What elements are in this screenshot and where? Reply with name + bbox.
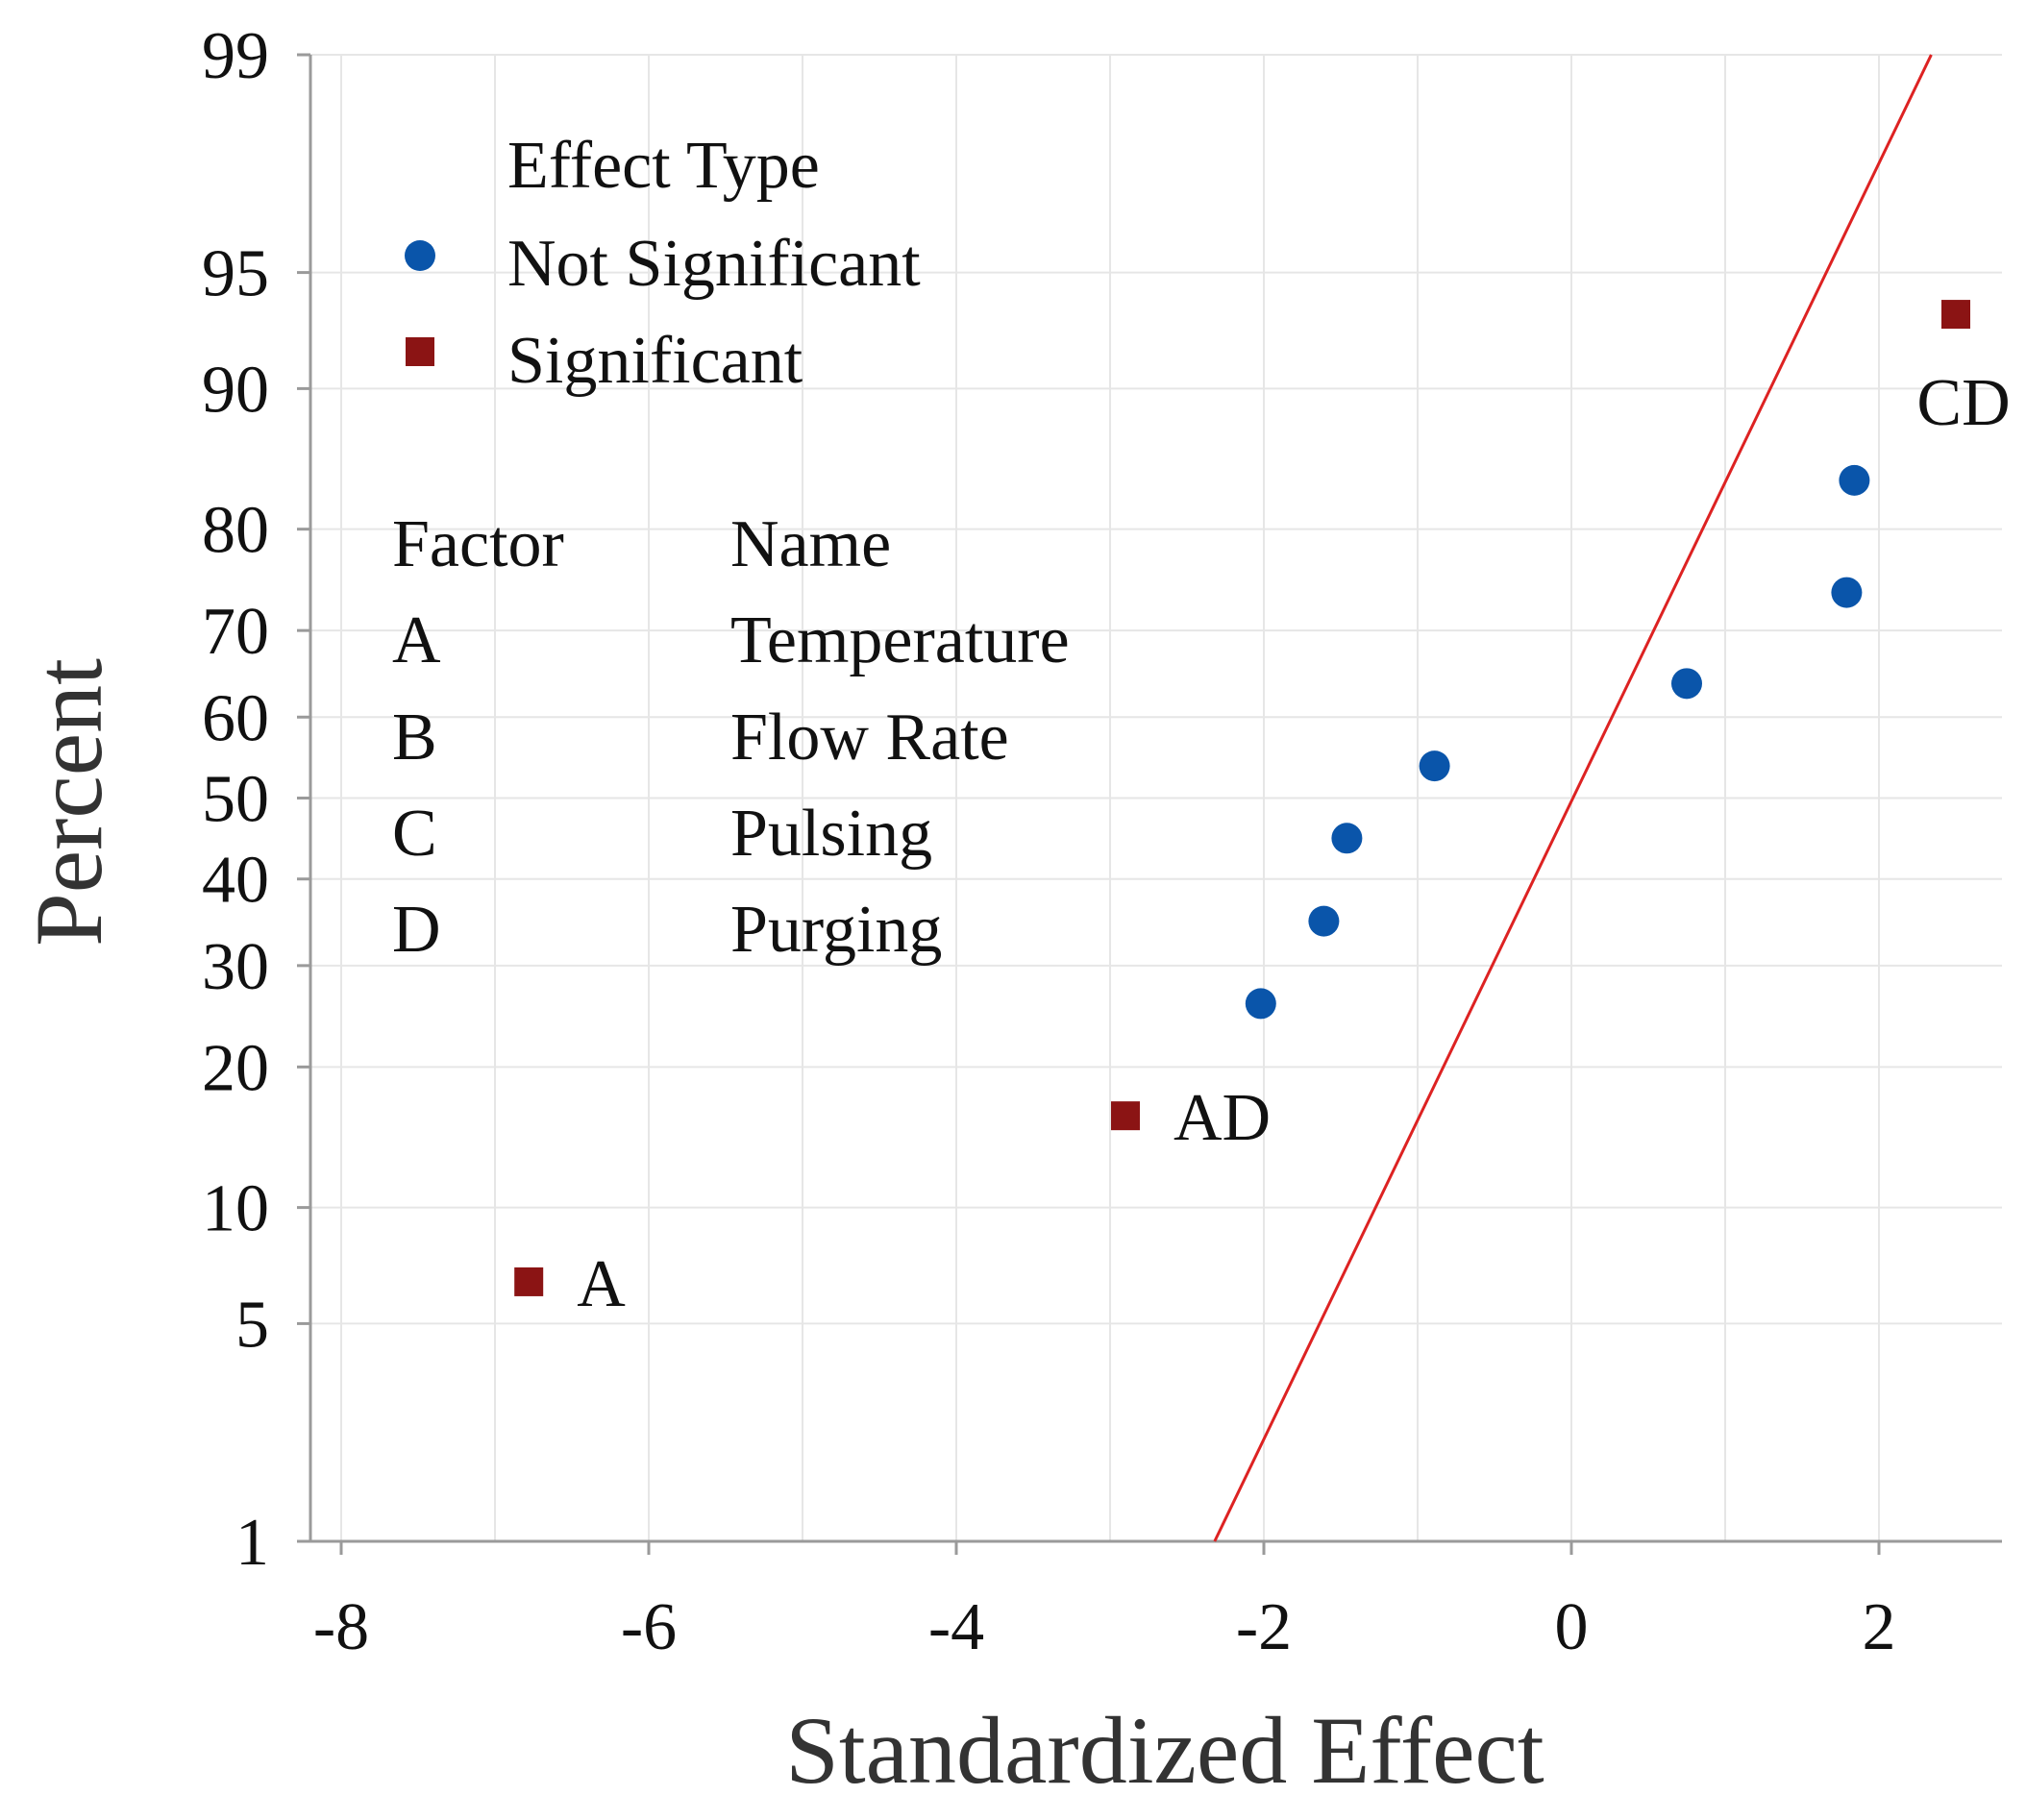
x-tick-label: -6 <box>621 1590 677 1664</box>
factor-c-name: Pulsing <box>730 797 932 871</box>
y-axis-title: Percent <box>15 658 122 947</box>
y-tick-label: 20 <box>202 1031 269 1105</box>
x-tick-label: 0 <box>1555 1590 1589 1664</box>
y-tick-label: 30 <box>202 930 269 1004</box>
factor-d-name: Purging <box>730 893 942 967</box>
data-point-square <box>1941 300 1970 330</box>
data-point-circle <box>1331 823 1363 854</box>
y-tick-label: 10 <box>202 1172 269 1246</box>
point-label: AD <box>1174 1081 1271 1155</box>
legend-title: Effect Type <box>507 129 820 203</box>
data-point-square <box>1111 1101 1140 1131</box>
x-axis-ticks: -8 -6 -4 -2 0 2 <box>313 1541 1896 1664</box>
legend-label-not-significant: Not Significant <box>507 227 921 301</box>
y-tick-label: 90 <box>202 353 269 427</box>
factor-d: D <box>392 893 441 967</box>
x-tick-label: -8 <box>313 1590 369 1664</box>
data-point-circle <box>1308 905 1340 937</box>
y-tick-label: 80 <box>202 494 269 568</box>
factor-header: Factor <box>392 507 564 581</box>
y-tick-label: 60 <box>202 681 269 755</box>
x-tick-label: -2 <box>1236 1590 1292 1664</box>
factor-a: A <box>392 603 441 677</box>
name-header: Name <box>730 507 891 581</box>
reference-line <box>1213 54 1933 1542</box>
x-tick-label: -4 <box>928 1590 984 1664</box>
data-point-circle <box>1831 577 1863 608</box>
y-tick-label: 50 <box>202 763 269 837</box>
x-axis-title: Standardized Effect <box>785 1697 1544 1804</box>
legend-marker-significant <box>406 337 434 366</box>
grid <box>310 54 2002 1542</box>
point-label: A <box>577 1247 626 1321</box>
data-point-circle <box>1419 750 1450 782</box>
data-point-circle <box>1671 668 1702 700</box>
y-tick-label: 99 <box>202 19 269 93</box>
legend-marker-not-significant <box>405 240 435 271</box>
factor-b-name: Flow Rate <box>730 701 1009 775</box>
data-point-circle <box>1245 988 1276 1020</box>
y-tick-label: 5 <box>235 1288 269 1362</box>
x-tick-label: 2 <box>1863 1590 1896 1664</box>
y-tick-label: 1 <box>235 1506 269 1580</box>
legend-label-significant: Significant <box>507 324 803 398</box>
factor-c: C <box>392 797 437 871</box>
y-tick-label: 70 <box>202 595 269 669</box>
y-tick-label: 95 <box>202 237 269 311</box>
point-label: CD <box>1916 366 2010 440</box>
factor-table: Factor Name A Temperature B Flow Rate C … <box>392 507 1070 967</box>
factor-b: B <box>392 701 437 775</box>
factor-a-name: Temperature <box>730 603 1070 677</box>
data-point-square <box>514 1267 544 1296</box>
legend: Effect Type Not Significant Significant <box>405 129 921 398</box>
data-point-circle <box>1839 464 1870 496</box>
y-tick-label: 40 <box>202 844 269 918</box>
data-points: A AD CD <box>514 300 2011 1321</box>
